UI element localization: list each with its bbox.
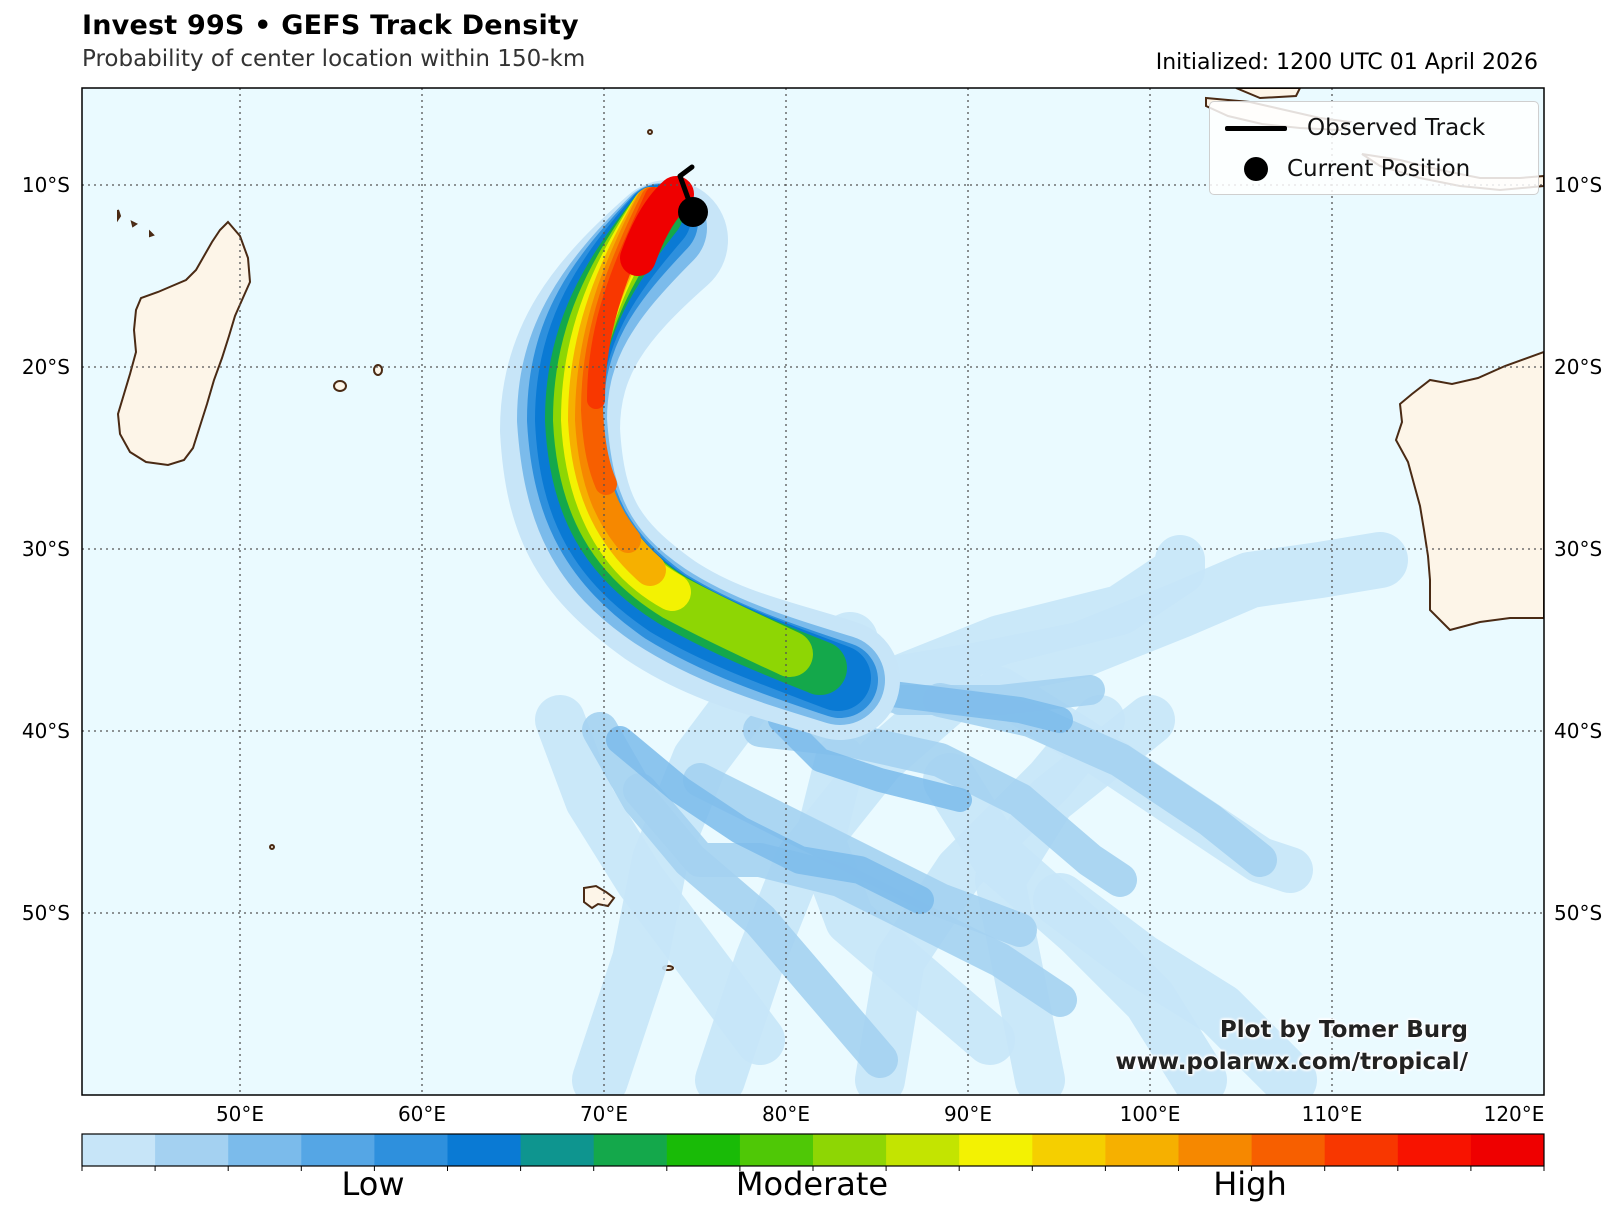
lon-tick-label: 80°E — [762, 1102, 810, 1126]
colorbar-segment — [374, 1134, 448, 1166]
colorbar-segment — [666, 1134, 741, 1166]
lon-tick-label: 70°E — [580, 1102, 628, 1126]
reunion-island — [333, 380, 347, 392]
colorbar-segment — [813, 1134, 887, 1166]
lon-tick-label: 100°E — [1120, 1102, 1181, 1126]
colorbar-segment — [593, 1134, 668, 1166]
colorbar-label-high: High — [1213, 1165, 1287, 1203]
lat-tick-label-right: 10°S — [1554, 173, 1602, 197]
lat-tick-label-right: 40°S — [1554, 719, 1602, 743]
lon-tick-label: 120°E — [1484, 1102, 1545, 1126]
credit-author: Plot by Tomer Burg — [1219, 1017, 1468, 1043]
colorbar-segment — [959, 1134, 1033, 1166]
observed-track-swatch — [1225, 125, 1287, 131]
chart-subtitle: Probability of center location within 15… — [82, 46, 586, 72]
current-position-marker — [678, 197, 708, 227]
colorbar-segment — [447, 1134, 522, 1166]
lat-tick-label-left: 10°S — [22, 173, 70, 197]
colorbar-segment — [1178, 1134, 1253, 1166]
colorbar-frame — [81, 1133, 1545, 1167]
lon-tick-label: 50°E — [216, 1102, 264, 1126]
colorbar-segment — [155, 1134, 229, 1166]
colorbar-label-moderate: Moderate — [735, 1165, 889, 1203]
colorbar-segment — [82, 1134, 156, 1166]
crozet-islands — [269, 844, 275, 850]
comoros-islands — [117, 209, 155, 238]
australia-landmass — [1394, 350, 1544, 632]
colorbar-segment — [1324, 1134, 1399, 1166]
chagos-islands — [647, 129, 653, 135]
legend-label: Observed Track — [1307, 115, 1486, 141]
track-density-swath — [535, 532, 1408, 1095]
axis-labels: 50°E 60°E 70°E 80°E 90°E 100°E 110°E 120… — [22, 173, 1602, 1126]
lat-tick-label-left: 40°S — [22, 719, 70, 743]
colorbar-segment — [1251, 1134, 1326, 1166]
colorbar-segment — [1032, 1134, 1106, 1166]
lat-tick-label-right: 30°S — [1554, 537, 1602, 561]
lon-tick-label: 60°E — [398, 1102, 446, 1126]
lat-tick-label-left: 50°S — [22, 901, 70, 925]
colorbar-segment — [1105, 1134, 1179, 1166]
legend-label: Current Position — [1287, 156, 1471, 182]
indonesia-islands-north — [1235, 88, 1302, 100]
colorbar-segment — [1397, 1134, 1472, 1166]
lat-tick-label-right: 50°S — [1554, 901, 1602, 925]
madagascar-landmass — [116, 220, 252, 467]
track-density-core — [500, 176, 900, 740]
legend-observed-track: Observed Track — [1210, 111, 1485, 145]
lon-tick-label: 90°E — [944, 1102, 992, 1126]
colorbar-segment — [228, 1134, 302, 1166]
colorbar-label-low: Low — [341, 1165, 405, 1203]
map-legend: Observed Track Current Position — [1209, 101, 1539, 195]
colorbar-segment — [886, 1134, 960, 1166]
initialized-time: Initialized: 1200 UTC 01 April 2026 — [1155, 50, 1538, 75]
kerguelen-islands — [583, 884, 616, 910]
lat-tick-label-left: 30°S — [22, 537, 70, 561]
credit-url: www.polarwx.com/tropical/ — [1115, 1049, 1468, 1075]
colorbar-segment — [520, 1134, 595, 1166]
colorbar-segment — [301, 1134, 375, 1166]
current-position-swatch — [1244, 157, 1268, 181]
colorbar-segment — [1470, 1134, 1545, 1166]
legend-current-position: Current Position — [1210, 152, 1470, 186]
colorbar — [81, 1133, 1545, 1171]
chart-title: Invest 99S • GEFS Track Density — [82, 10, 579, 41]
lat-tick-label-right: 20°S — [1554, 355, 1602, 379]
map-frame — [81, 87, 1545, 1096]
lat-tick-label-left: 20°S — [22, 355, 70, 379]
colorbar-segment — [739, 1134, 814, 1166]
lon-tick-label: 110°E — [1302, 1102, 1363, 1126]
